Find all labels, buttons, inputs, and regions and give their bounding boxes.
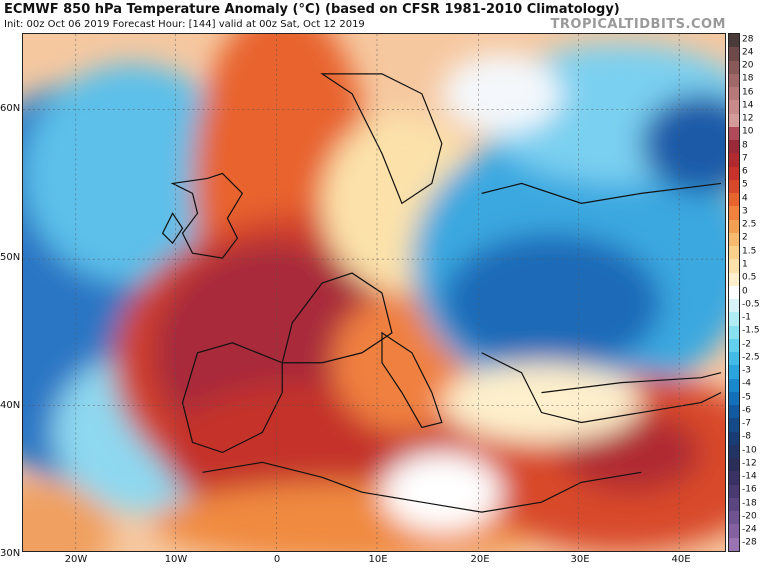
colorbar-cell [729, 325, 739, 339]
colorbar-label: -14 [742, 471, 757, 482]
graticule [23, 34, 725, 551]
colorbar-cell [729, 100, 739, 114]
lon-label-10e: 10E [368, 554, 388, 565]
colorbar-cell [729, 259, 739, 273]
colorbar-cell [729, 34, 739, 48]
lat-label-60n: 60N [0, 103, 21, 114]
forecast-info: Init: 00z Oct 06 2019 Forecast Hour: [14… [4, 19, 365, 30]
colorbar-cell [729, 484, 739, 498]
colorbar-cell [729, 418, 739, 432]
colorbar-label: 24 [742, 47, 754, 58]
colorbar [728, 33, 740, 552]
colorbar-label: 1.5 [742, 246, 757, 257]
colorbar-label: 6 [742, 166, 748, 177]
colorbar-cell [729, 193, 739, 207]
colorbar-label: 3 [742, 206, 748, 217]
colorbar-label: -10 [742, 445, 757, 456]
colorbar-label: -1.5 [742, 325, 760, 336]
colorbar-cell [729, 219, 739, 233]
lon-label-0: 0 [273, 554, 281, 565]
colorbar-cell [729, 140, 739, 154]
colorbar-label: -16 [742, 484, 757, 495]
colorbar-label: -5 [742, 392, 751, 403]
colorbar-label: 12 [742, 113, 754, 124]
colorbar-label: -28 [742, 537, 757, 548]
colorbar-label: 2.5 [742, 219, 757, 230]
colorbar-cell [729, 378, 739, 392]
colorbar-label: -1 [742, 312, 751, 323]
brand-watermark: TROPICALTIDBITS.COM [550, 17, 726, 32]
colorbar-cell [729, 206, 739, 220]
colorbar-cell [729, 365, 739, 379]
colorbar-cell [729, 166, 739, 180]
colorbar-label: 0.5 [742, 272, 757, 283]
colorbar-cell [729, 60, 739, 74]
colorbar-label: -20 [742, 511, 757, 522]
colorbar-cell [729, 537, 739, 551]
lon-label-20w: 20W [64, 554, 88, 565]
colorbar-label: 14 [742, 100, 754, 111]
anomaly-field [23, 34, 725, 551]
colorbar-cell [729, 179, 739, 193]
colorbar-cell [729, 246, 739, 260]
colorbar-cell [729, 524, 739, 538]
colorbar-label: 0 [742, 286, 748, 296]
colorbar-label: 4 [742, 193, 748, 204]
lon-label-40e: 40E [671, 554, 691, 565]
colorbar-cell [729, 391, 739, 405]
lon-label-10w: 10W [164, 554, 188, 565]
colorbar-cell [729, 497, 739, 511]
colorbar-label: 18 [742, 73, 754, 84]
colorbar-label: -12 [742, 458, 757, 469]
colorbar-label: 2 [742, 232, 748, 243]
colorbar-label: 16 [742, 87, 754, 98]
colorbar-cell [729, 312, 739, 326]
colorbar-cell [729, 113, 739, 127]
coastlines [161, 73, 722, 513]
colorbar-label: -7 [742, 418, 751, 429]
colorbar-cell [729, 352, 739, 366]
colorbar-cell [729, 47, 739, 61]
colorbar-cell [729, 338, 739, 352]
colorbar-label: 1 [742, 259, 748, 270]
colorbar-labels: 28 24 20 18 16 14 12 10 8 7 6 5 4 3 2.5 2 1.5 1 0.5 0 -0.5 -1… [742, 33, 768, 552]
colorbar-label: 7 [742, 153, 748, 164]
colorbar-label: -3 [742, 365, 751, 376]
lat-label-30n: 30N [0, 548, 21, 559]
lat-label-40n: 40N [0, 400, 21, 411]
colorbar-label: -0.5 [742, 299, 760, 310]
colorbar-cell [729, 511, 739, 525]
colorbar-label: -4 [742, 378, 751, 389]
colorbar-cell [729, 471, 739, 485]
anomaly-map [22, 33, 726, 552]
colorbar-cell [729, 405, 739, 419]
colorbar-label: 10 [742, 126, 754, 137]
colorbar-cell [729, 232, 739, 246]
colorbar-cell [729, 444, 739, 458]
colorbar-label: 8 [742, 140, 748, 151]
colorbar-cell [729, 153, 739, 167]
colorbar-cell [729, 73, 739, 87]
colorbar-cell [729, 299, 739, 313]
colorbar-label: -24 [742, 524, 757, 535]
colorbar-label: -2 [742, 339, 751, 350]
colorbar-label: -8 [742, 431, 751, 442]
colorbar-cell [729, 272, 739, 286]
colorbar-cell [729, 87, 739, 101]
colorbar-label: 20 [742, 60, 754, 71]
colorbar-label: 28 [742, 34, 754, 45]
colorbar-label: -6 [742, 405, 751, 416]
page-title: ECMWF 850 hPa Temperature Anomaly (°C) (… [4, 2, 620, 17]
lat-label-50n: 50N [0, 252, 21, 263]
colorbar-label: -2.5 [742, 352, 760, 363]
colorbar-label: 5 [742, 179, 748, 190]
lon-label-20e: 20E [470, 554, 490, 565]
colorbar-cell [729, 458, 739, 472]
map-canvas [23, 34, 725, 551]
colorbar-cell [729, 126, 739, 140]
lon-label-30e: 30E [570, 554, 590, 565]
colorbar-cell [729, 285, 739, 299]
colorbar-cell [729, 431, 739, 445]
colorbar-label: -18 [742, 498, 757, 509]
